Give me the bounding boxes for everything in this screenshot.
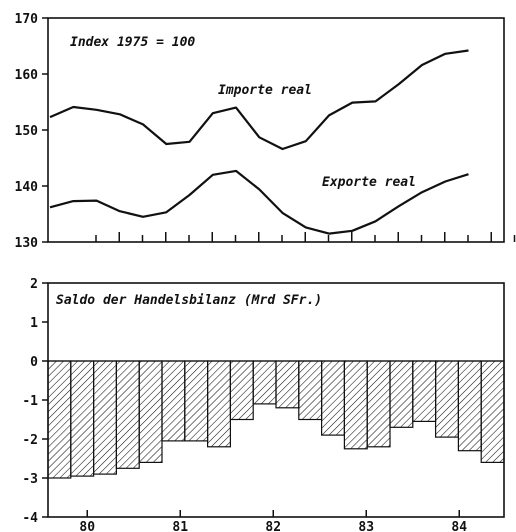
exporte-real-line bbox=[49, 169, 469, 235]
y-tick-label: 140 bbox=[15, 180, 39, 195]
y-tick-label: 150 bbox=[15, 124, 39, 139]
trade-balance-bar bbox=[207, 360, 232, 448]
y-tick-label: 160 bbox=[15, 68, 39, 83]
trade-balance-bar bbox=[161, 360, 186, 442]
trade-balance-bar bbox=[389, 360, 414, 428]
y-tick-label: 170 bbox=[15, 12, 39, 27]
trade-balance-bar bbox=[435, 360, 460, 438]
trade-balance-bar bbox=[115, 360, 140, 469]
trade-balance-bar bbox=[275, 360, 300, 409]
y-tick-label: 1 bbox=[30, 316, 38, 331]
y-tick-label: 2 bbox=[30, 277, 38, 292]
trade-balance-bar bbox=[47, 360, 72, 479]
y-tick-label: 0 bbox=[30, 355, 38, 370]
trade-balance-bar bbox=[457, 360, 482, 452]
trade-balance-bar bbox=[343, 360, 368, 450]
exporte-real-label: Exporte real bbox=[322, 175, 416, 190]
trade-balance-bar-chart: 2 1 0 -1 -2 -3 -4 80 81 82 83 84 Saldo der Handels… bbox=[22, 277, 505, 532]
x-tick-label: 84 bbox=[451, 520, 467, 532]
y-tick-label: -4 bbox=[22, 511, 38, 526]
importe-real-line bbox=[49, 49, 469, 151]
trade-balance-bar bbox=[70, 360, 95, 477]
x-tick-label: 81 bbox=[172, 520, 188, 532]
trade-balance-bar bbox=[92, 360, 117, 475]
trade-balance-annotation: Saldo der Handelsbilanz (Mrd SFr.) bbox=[56, 293, 322, 308]
top-plot-frame bbox=[47, 17, 505, 243]
x-tick-label: 82 bbox=[265, 520, 281, 532]
y-tick-label: -2 bbox=[22, 433, 38, 448]
trade-balance-bar bbox=[366, 360, 391, 448]
y-tick-label: 130 bbox=[15, 236, 39, 251]
trade-balance-bar bbox=[321, 360, 346, 436]
trade-balance-bar bbox=[184, 360, 209, 442]
trade-balance-bar bbox=[138, 360, 163, 464]
trade-balance-bar bbox=[480, 360, 505, 464]
trade-balance-bar bbox=[412, 360, 437, 423]
index-base-annotation: Index 1975 = 100 bbox=[70, 35, 195, 50]
index-line-chart: 130 140 150 160 170 Index 1975 = 100 Importe… bbox=[15, 12, 516, 251]
y-tick-label: -3 bbox=[22, 472, 38, 487]
trade-balance-bar bbox=[298, 360, 323, 421]
trade-balance-bar bbox=[252, 360, 277, 405]
y-tick-label: -1 bbox=[22, 394, 38, 409]
x-tick-label: 80 bbox=[79, 520, 95, 532]
x-tick-label: 83 bbox=[358, 520, 374, 532]
trade-balance-bar bbox=[229, 360, 254, 421]
importe-real-label: Importe real bbox=[218, 83, 312, 98]
